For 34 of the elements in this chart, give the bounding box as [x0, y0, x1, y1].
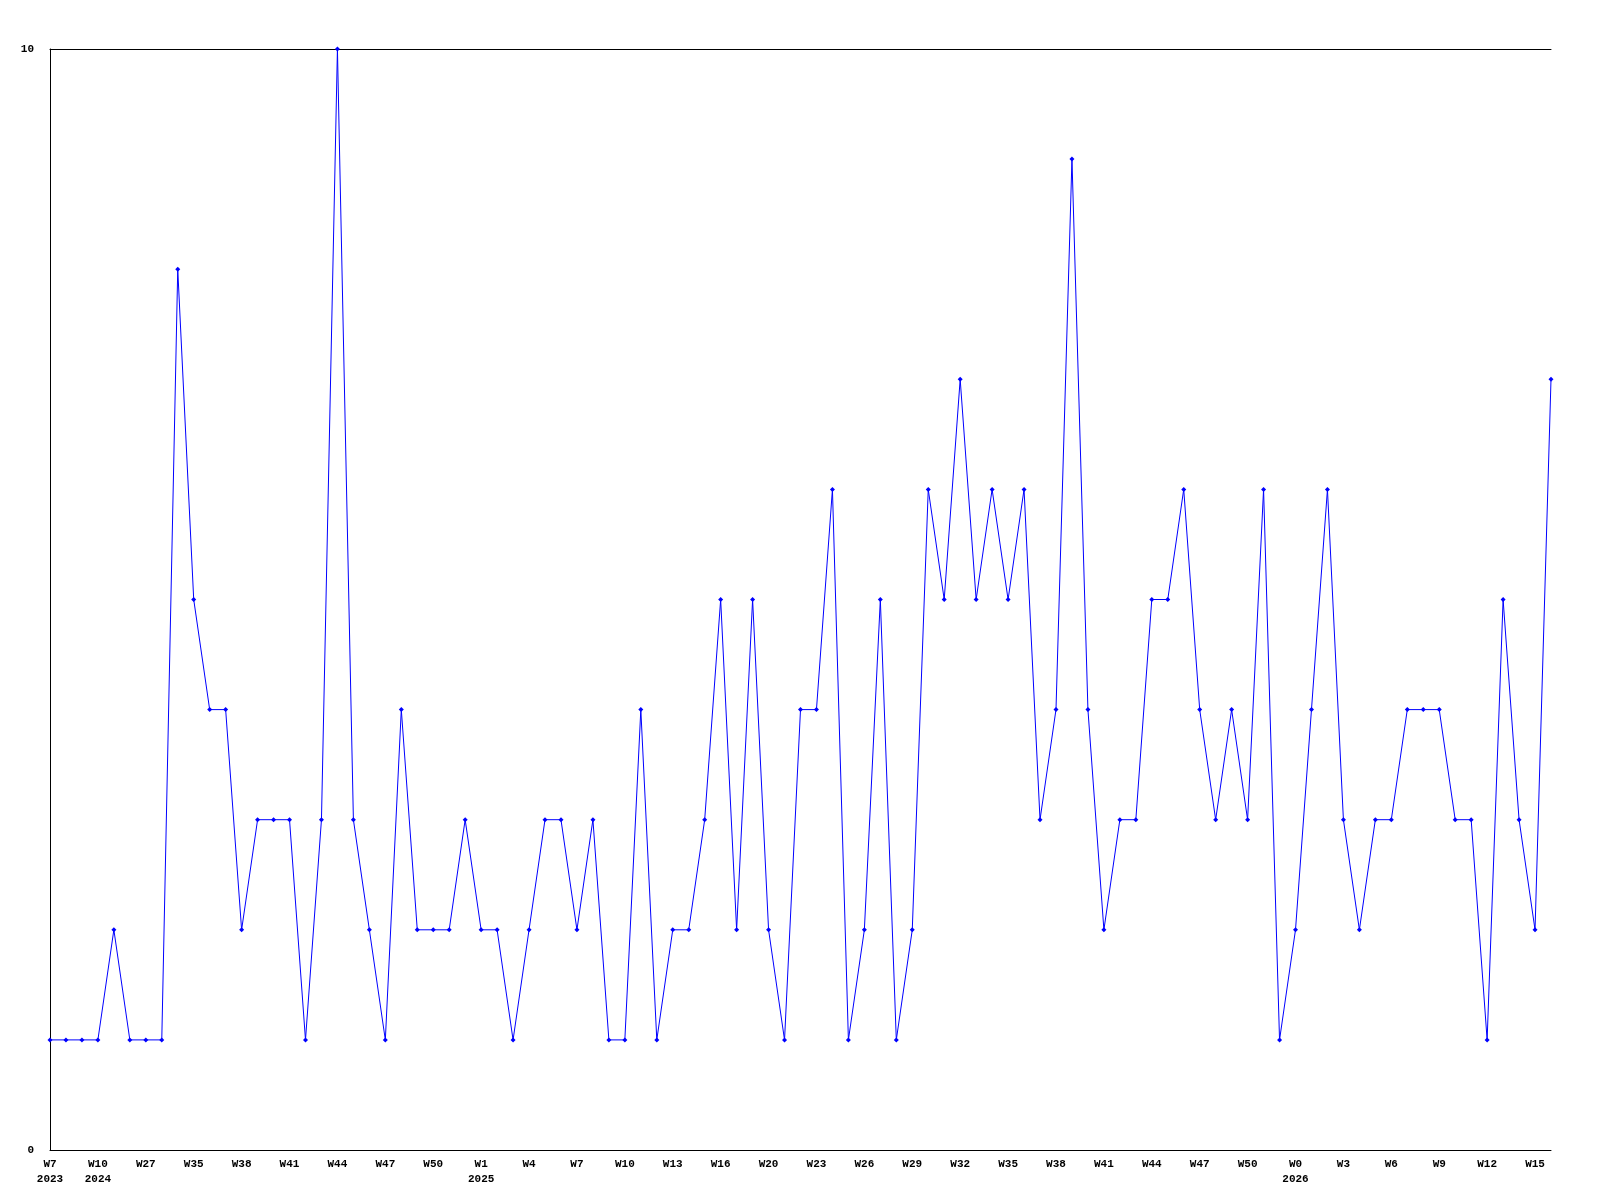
x-tick-label: W38 [1046, 1157, 1067, 1170]
x-tick-label: W15 [1525, 1157, 1546, 1170]
x-tick-label: W50 [1237, 1157, 1258, 1170]
x-tick-label: W44 [1141, 1157, 1163, 1170]
x-tick-label: W16 [710, 1157, 731, 1170]
x-tick-label: W13 [662, 1157, 684, 1170]
x-tick-label: W23 [806, 1157, 827, 1170]
x-tick-label: W7 [570, 1157, 584, 1170]
x-tick-label: W20 [758, 1157, 779, 1170]
x-tick-label: W47 [1189, 1157, 1210, 1170]
y-tick-label: 0 [27, 1144, 34, 1156]
x-tick-label: W41 [279, 1157, 300, 1170]
x-tick-label: W27 [135, 1157, 156, 1170]
x-tick-label: W3 [1336, 1157, 1351, 1170]
x-tick-label: W9 [1432, 1157, 1446, 1170]
x-tick-label: W35 [183, 1157, 205, 1170]
x-tick-label: W44 [327, 1157, 348, 1170]
x-tick-label: W32 [950, 1157, 971, 1170]
x-tick-label: W26 [854, 1157, 875, 1170]
x-tick-label: W41 [1093, 1157, 1115, 1170]
y-tick-label: 10 [20, 43, 34, 55]
x-tick-label: W35 [998, 1157, 1019, 1170]
x-tick-label: W4 [522, 1157, 537, 1170]
x-tick-label: W38 [231, 1157, 252, 1170]
x-tick-label: W10 2024 [84, 1157, 112, 1185]
x-tick-label: W50 [423, 1157, 444, 1170]
x-tick-label: W0 2026 [1282, 1157, 1309, 1185]
x-tick-label: W10 [614, 1157, 635, 1170]
x-tick-label: W6 [1384, 1157, 1398, 1170]
x-tick-label: W7 2023 [36, 1157, 64, 1185]
x-tick-label: W1 2025 [467, 1157, 495, 1185]
x-tick-label: W29 [902, 1157, 923, 1170]
x-tick-label: W12 [1477, 1157, 1498, 1170]
x-tick-label: W47 [375, 1157, 396, 1170]
